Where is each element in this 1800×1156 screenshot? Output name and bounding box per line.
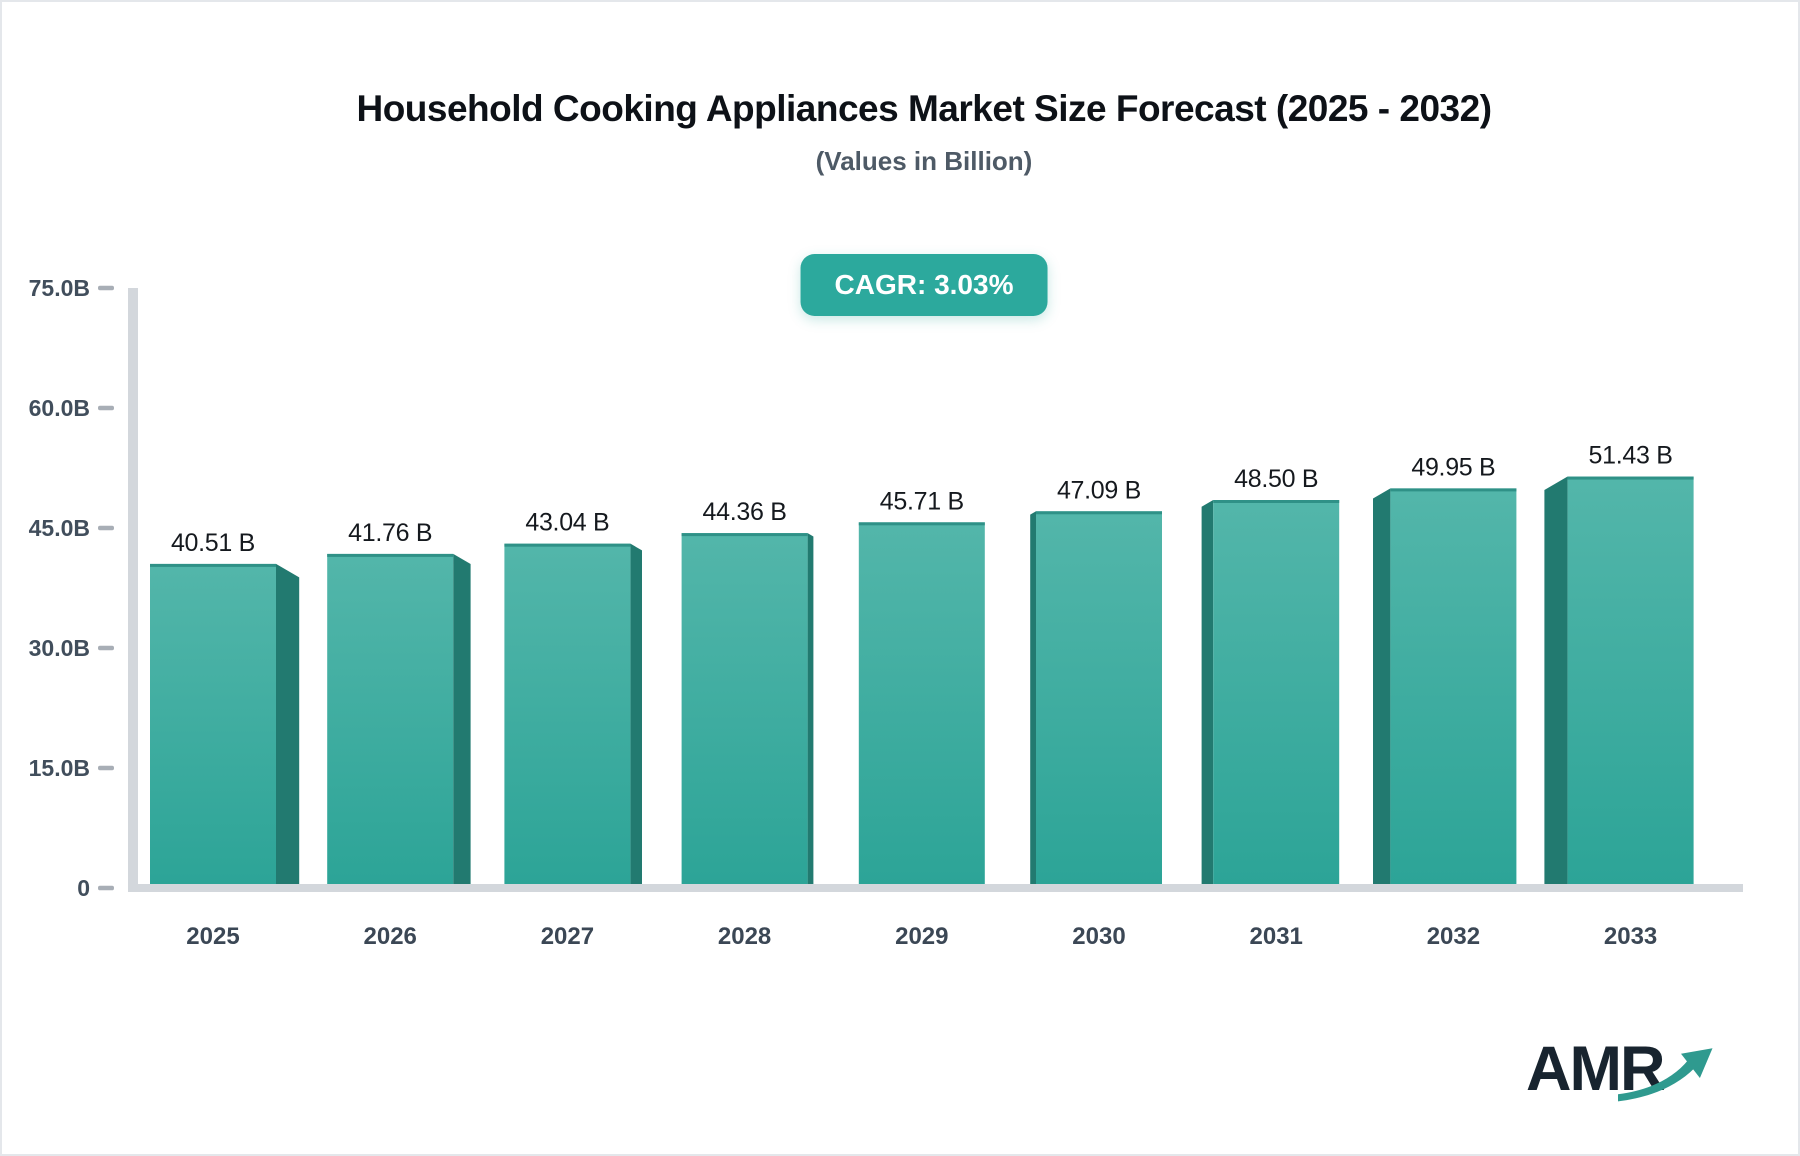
x-axis-label: 2033 [1604, 923, 1657, 950]
bar-side-face [276, 563, 300, 886]
y-axis-tick-label: 45.0B [29, 515, 90, 541]
x-axis-label: 2031 [1250, 923, 1303, 950]
bar-top-edge [150, 563, 276, 567]
x-axis-label: 2028 [718, 923, 771, 950]
x-axis-label: 2025 [186, 923, 239, 950]
bar-side-face [807, 533, 814, 886]
y-axis-tick-label: 0 [77, 875, 90, 901]
x-axis-label: 2029 [895, 923, 948, 950]
y-axis-tick-label: 30.0B [29, 635, 90, 661]
bar-front-face [1390, 488, 1517, 886]
bar-2031: 48.50 B 2031 [1201, 465, 1340, 950]
bar-top-edge [327, 553, 454, 557]
bar-value-label: 49.95 B [1411, 453, 1495, 481]
chart-subtitle: (Values in Billion) [815, 146, 1033, 176]
bar-value-label: 47.09 B [1057, 476, 1141, 504]
bar-top-edge [1213, 500, 1340, 503]
bar-side-face [453, 553, 471, 886]
bar-front-face [858, 522, 985, 886]
bar-front-face [504, 543, 631, 886]
x-axis-label: 2026 [364, 923, 417, 950]
bar-top-edge [504, 543, 631, 547]
bar-side-face [630, 543, 642, 886]
bar-2027: 43.04 B 2027 [504, 509, 642, 950]
bar-2033: 51.43 B 2033 [1544, 442, 1694, 950]
chart-title: Household Cooking Appliances Market Size… [356, 88, 1492, 129]
bar-2030: 47.09 B 2030 [1030, 476, 1162, 950]
x-axis-label: 2032 [1427, 923, 1480, 950]
bar-front-face [327, 553, 454, 886]
bar-2028: 44.36 B 2028 [681, 498, 814, 950]
bar-value-label: 48.50 B [1234, 465, 1318, 493]
x-axis-label: 2030 [1072, 923, 1125, 950]
amr-logo: AMR [1524, 1026, 1744, 1122]
y-axis-line [128, 288, 138, 892]
bar-top-edge [1390, 488, 1517, 492]
x-axis-line [128, 884, 1743, 892]
bar-2025: 40.51 B 2025 [150, 529, 300, 950]
bar-value-label: 44.36 B [703, 498, 787, 526]
y-axis-tick-label: 60.0B [29, 395, 90, 421]
bar-front-face [681, 533, 808, 886]
y-axis-tick-label: 15.0B [29, 755, 90, 781]
bar-top-edge [858, 522, 985, 526]
cagr-badge: CAGR: 3.03% [800, 254, 1048, 316]
y-axis-tick [98, 885, 114, 891]
bar-front-face [1213, 500, 1340, 886]
bar-front-face [1567, 476, 1694, 886]
bar-front-face [150, 563, 276, 886]
amr-logo-arrow-icon [1618, 1048, 1713, 1102]
bar-front-face [1036, 511, 1162, 886]
bar-side-face [1030, 511, 1036, 886]
bar-value-label: 40.51 B [171, 529, 255, 557]
bar-value-label: 45.71 B [880, 487, 964, 515]
y-axis-tick-label: 75.0B [29, 275, 90, 301]
y-axis-tick [98, 645, 114, 651]
bar-side-face [1373, 488, 1391, 886]
bar-side-face [1201, 500, 1214, 886]
y-axis-tick [98, 405, 114, 411]
bar-2026: 41.76 B 2026 [327, 519, 471, 950]
bar-value-label: 51.43 B [1589, 442, 1673, 470]
cagr-badge-label: CAGR: 3.03% [834, 269, 1014, 300]
bar-side-face [1544, 476, 1568, 886]
x-axis-label: 2027 [541, 923, 594, 950]
y-axis-tick [98, 525, 114, 531]
bar-top-edge [1567, 476, 1694, 480]
bar-2029: 45.71 B 2029 [858, 487, 985, 950]
y-axis-tick [98, 285, 114, 291]
bar-top-edge [1036, 511, 1162, 515]
bar-value-label: 43.04 B [525, 509, 609, 537]
bar-top-edge [681, 533, 808, 537]
y-axis-tick [98, 765, 114, 771]
bar-2032: 49.95 B 2032 [1373, 453, 1517, 950]
bar-value-label: 41.76 B [348, 519, 432, 547]
